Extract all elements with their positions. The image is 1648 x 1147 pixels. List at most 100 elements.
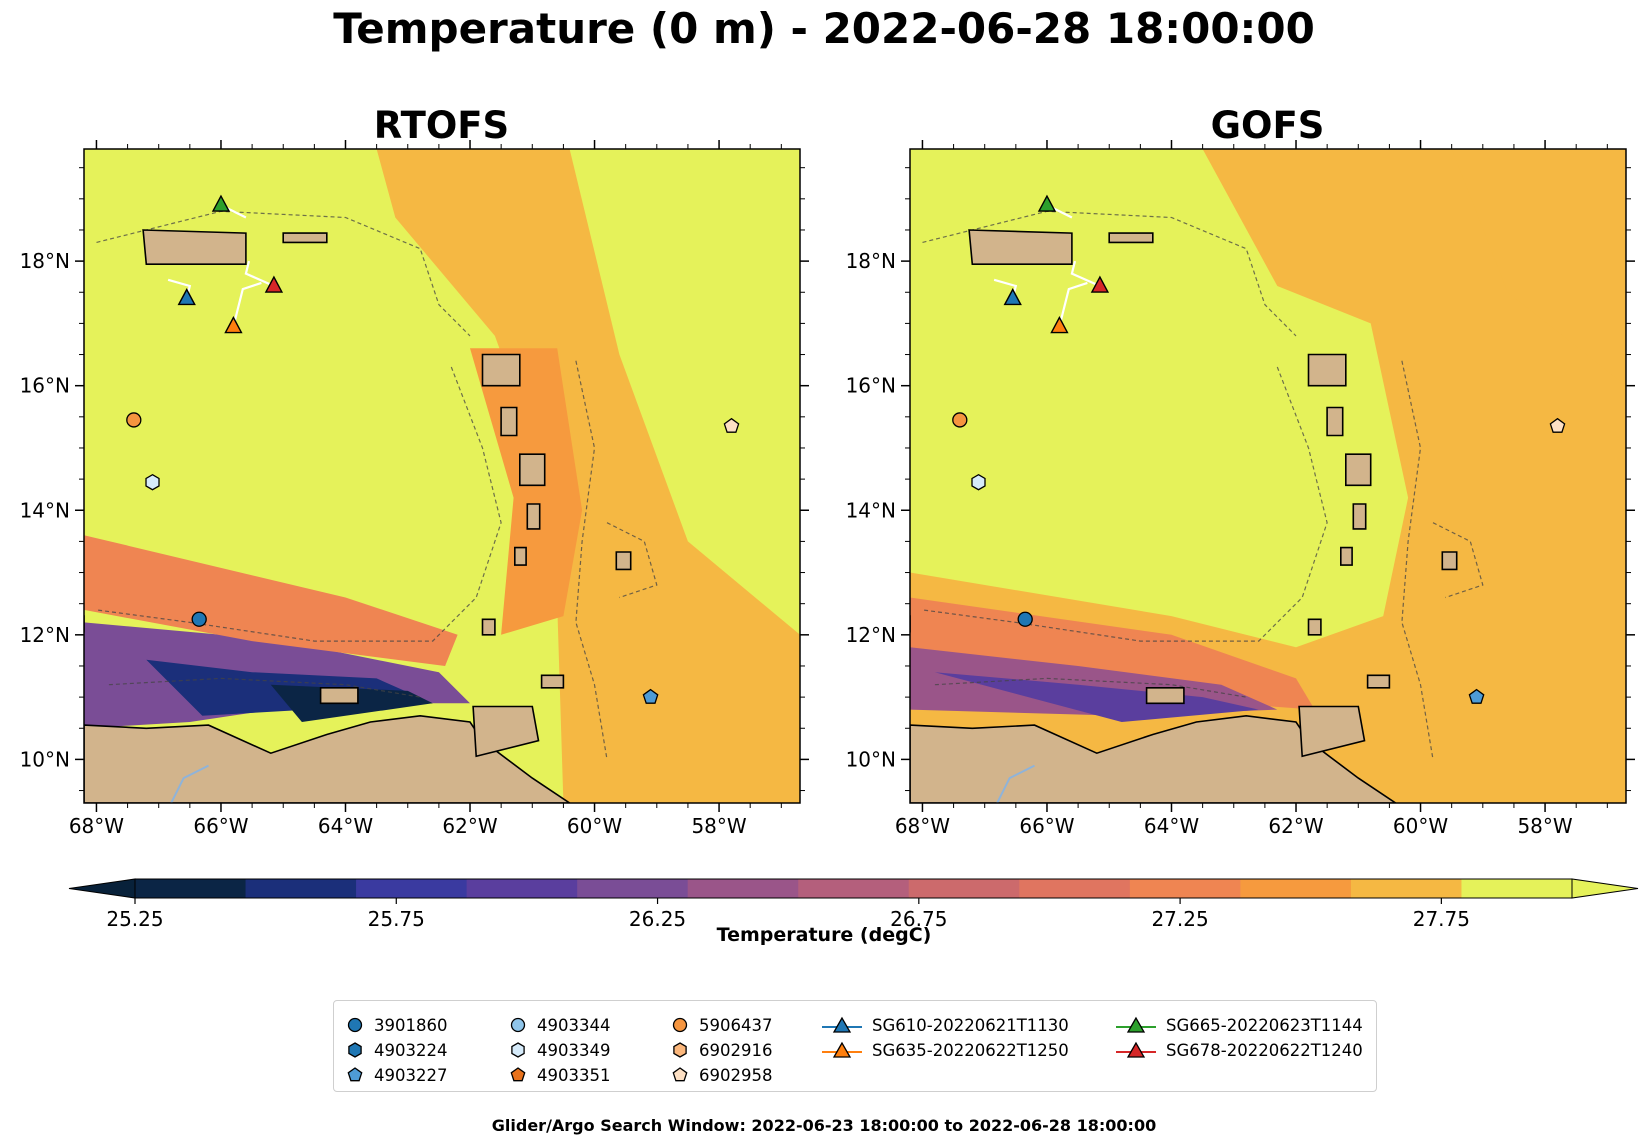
lon-tick-label: 68°W [895, 814, 950, 838]
colorbar-swatch [577, 879, 689, 898]
colorbar-swatch [1350, 879, 1462, 898]
bathymetry-contour-4 [108, 677, 421, 698]
legend-item-SG610-20220621T1130: SG610-20220621T1130 [822, 1013, 1069, 1037]
colorbar-swatch [1240, 879, 1352, 898]
lon-tick-label: 68°W [69, 814, 124, 838]
temperature-region-1 [1451, 149, 1626, 386]
lon-tick-label: 64°W [318, 814, 373, 838]
lon-tick-label: 58°W [691, 814, 746, 838]
legend-label: 6902916 [699, 1040, 773, 1060]
land-virgin-islands [282, 232, 328, 244]
legend-item-4903351: 4903351 [509, 1063, 611, 1087]
argo-marker-4903349 [145, 473, 160, 491]
argo-marker-6902958 [723, 417, 740, 433]
colorbar-tick-label: 26.25 [628, 907, 687, 931]
legend-label: 6902958 [699, 1065, 773, 1085]
lat-tick-label: 10°N [846, 747, 896, 771]
lon-tick-label: 66°W [193, 814, 248, 838]
land-st-vincent [1340, 546, 1353, 566]
lon-tick-label: 60°W [1393, 814, 1448, 838]
lon-tick-label: 62°W [1268, 814, 1323, 838]
bathymetry-contour-0 [922, 210, 1297, 337]
lon-tick-label: 66°W [1019, 814, 1074, 838]
bathymetry-contour-4 [934, 677, 1247, 698]
glider-marker-SG665-20220623T1144 [1037, 194, 1057, 212]
legend-label: SG635-20220622T1250 [872, 1040, 1069, 1060]
land-st-vincent [513, 546, 527, 566]
map-panel-gofs: 68°W 66°W 64°W 62°W 60°W 58°W 10°N 12°N 14°N 16°N… [846, 140, 1635, 838]
land-trinidad [1298, 705, 1366, 758]
lat-tick-label: 10°N [20, 747, 70, 771]
legend-item-3901860: 3901860 [346, 1013, 448, 1037]
colorbar-swatch [687, 879, 799, 898]
colorbar-swatch [908, 879, 1020, 898]
legend-item-SG665-20220623T1144: SG665-20220623T1144 [1116, 1013, 1363, 1037]
glider-marker-SG665-20220623T1144 [211, 194, 231, 212]
land-dominica [500, 406, 518, 437]
legend-label: 5906437 [699, 1015, 773, 1035]
legend-label: SG610-20220621T1130 [872, 1015, 1069, 1035]
river [170, 764, 209, 803]
colorbar-swatch [466, 879, 578, 898]
map-panel-rtofs: 68°W 66°W 64°W 62°W 60°W 58°W 10°N 12°N 14°N 16°N… [20, 140, 809, 838]
argo-marker-3901860 [1017, 611, 1033, 627]
land-trinidad [472, 705, 540, 758]
lat-tick-label: 12°N [846, 623, 896, 647]
colorbar-frame [134, 878, 1573, 899]
colorbar-swatch [1461, 879, 1573, 898]
glider-marker-SG635-20220622T1250 [224, 316, 243, 334]
glider-marker-SG635-20220622T1250 [1050, 316, 1069, 334]
lat-tick-label: 12°N [20, 623, 70, 647]
glider-track-SG635-20220622T1250 [232, 281, 262, 327]
glider-marker-SG610-20220621T1130 [1003, 287, 1022, 306]
legend-label: 4903344 [537, 1015, 611, 1035]
bathymetry-contour-1 [96, 366, 502, 642]
colorbar-swatch [356, 879, 468, 898]
legend-item-5906437: 5906437 [671, 1013, 773, 1037]
search-window-note: Glider/Argo Search Window: 2022-06-23 18… [491, 1116, 1157, 1135]
colorbar-swatch [1019, 879, 1131, 898]
land-martinique [1345, 453, 1372, 487]
glider-track-SG678-20220622T1240 [1070, 260, 1101, 288]
lat-tick-label: 18°N [846, 249, 896, 273]
map-frame [83, 148, 801, 804]
land-guadeloupe [481, 353, 521, 387]
land-st-lucia [1352, 503, 1367, 530]
legend-item-4903349: 4903349 [509, 1038, 611, 1062]
legend-label: SG665-20220623T1144 [1166, 1015, 1363, 1035]
land-martinique [518, 453, 546, 487]
land-barbados [1441, 551, 1458, 571]
lat-tick-label: 14°N [846, 498, 896, 522]
lon-tick-label: 60°W [567, 814, 622, 838]
land-margarita [1145, 686, 1185, 705]
legend-item-SG678-20220622T1240: SG678-20220622T1240 [1116, 1038, 1363, 1062]
legend-item-4903224: 4903224 [346, 1038, 448, 1062]
colorbar-swatch [798, 879, 910, 898]
land-puerto-rico [968, 229, 1073, 266]
land-bonaire [84, 615, 85, 633]
legend: 3901860 4903224 4903227 4903344 4903349 49033… [333, 1000, 1377, 1092]
land-tobago [1366, 674, 1391, 689]
panel-title-rtofs: RTOFS [373, 104, 510, 147]
lat-tick-label: 14°N [20, 498, 70, 522]
argo-marker-6902958 [1549, 417, 1566, 433]
bathymetry-contour-0 [96, 210, 471, 337]
temperature-region-7 [84, 535, 458, 666]
lat-tick-label: 16°N [20, 374, 70, 398]
legend-label: SG678-20220622T1240 [1166, 1040, 1363, 1060]
colorbar-swatch [135, 879, 247, 898]
land-grenada [1307, 618, 1322, 636]
legend-label: 3901860 [374, 1015, 448, 1035]
lon-tick-label: 64°W [1144, 814, 1199, 838]
land-guadeloupe [1307, 353, 1347, 387]
argo-marker-5906437 [126, 412, 142, 428]
colorbar-swatch [245, 879, 357, 898]
colorbar-label: Temperature (degC) [716, 924, 932, 946]
panel-title-gofs: GOFS [1210, 104, 1325, 147]
colorbar-under-arrow [68, 878, 136, 899]
river [996, 764, 1035, 803]
argo-marker-5906437 [952, 412, 968, 428]
legend-item-6902916: 6902916 [671, 1038, 773, 1062]
glider-marker-SG678-20220622T1240 [264, 275, 284, 293]
legend-item-4903227: 4903227 [346, 1063, 448, 1087]
